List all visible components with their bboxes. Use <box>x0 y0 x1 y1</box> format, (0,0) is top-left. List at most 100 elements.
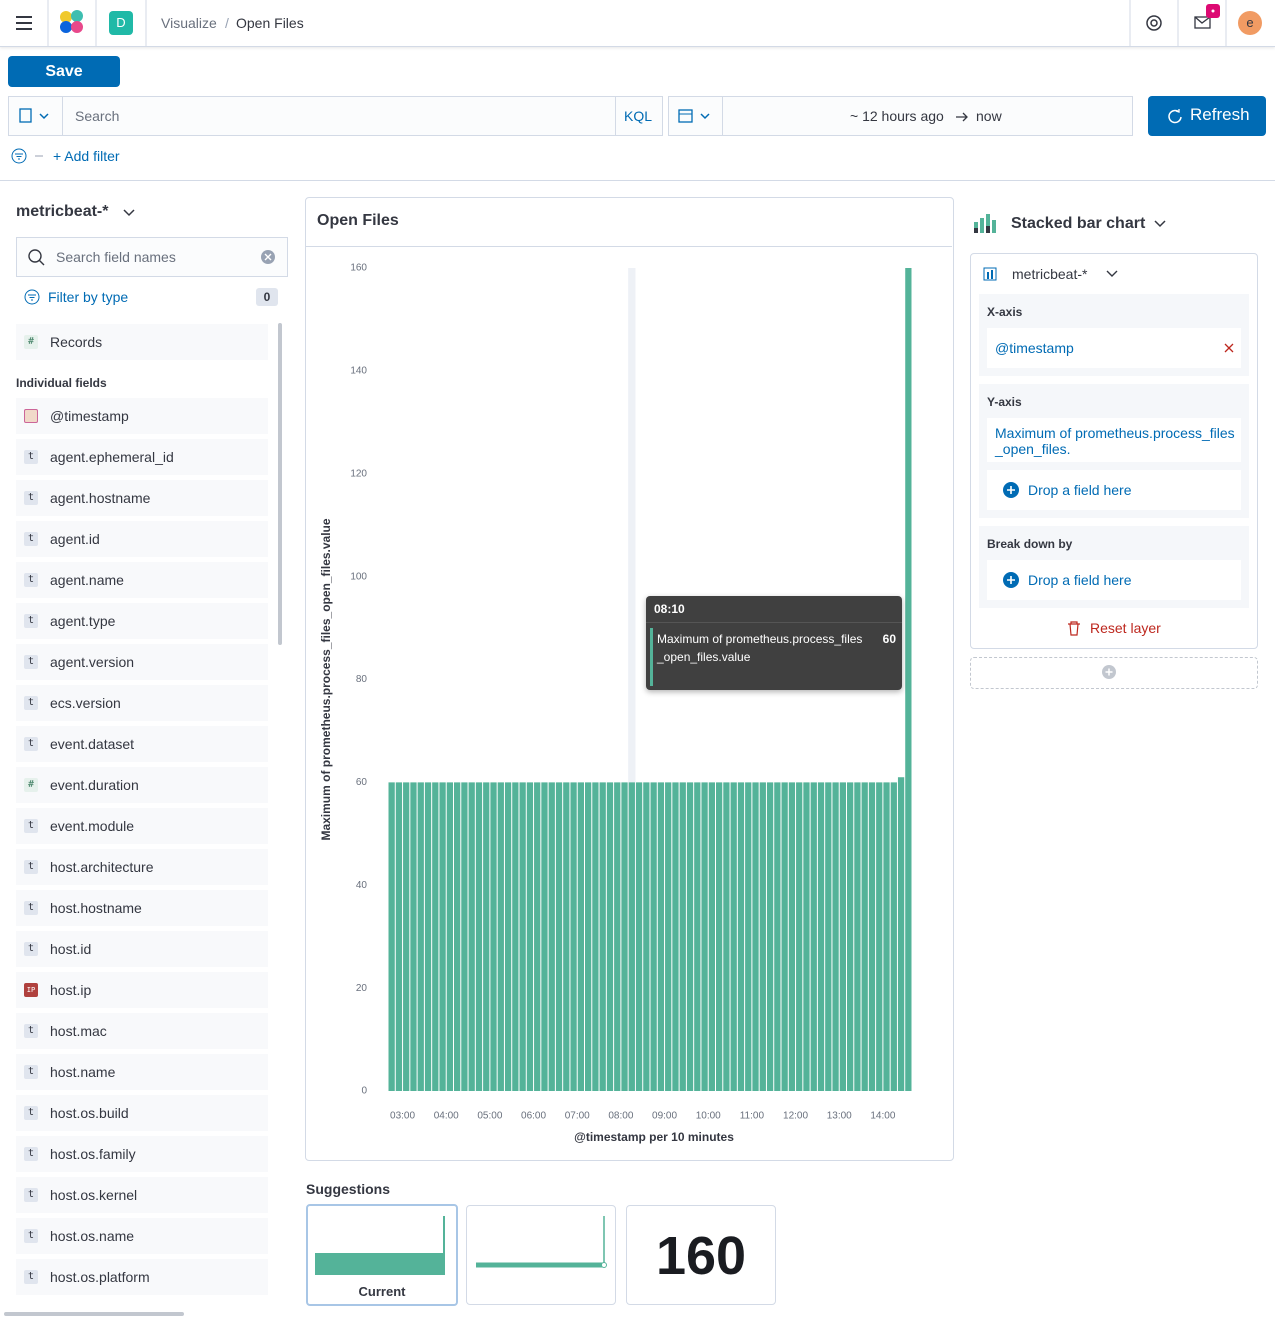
suggestion-metric[interactable] <box>626 1205 776 1305</box>
add-filter[interactable]: + Add filter <box>53 148 120 164</box>
breadcrumb[interactable]: Visualize <box>161 15 217 31</box>
remove-icon[interactable] <box>1224 343 1234 353</box>
field-item[interactable] <box>16 398 268 434</box>
add-layer[interactable] <box>970 657 1258 689</box>
field-item[interactable] <box>16 1218 268 1254</box>
field-name: host.name <box>50 1064 116 1080</box>
field-item[interactable] <box>16 603 268 639</box>
layer-icons <box>983 267 1118 281</box>
bar <box>621 782 628 1091</box>
x-tick-label: 14:00 <box>870 1111 895 1122</box>
scrollbar <box>278 323 282 645</box>
field-type-icon: t <box>24 573 38 587</box>
field-item[interactable] <box>16 972 268 1008</box>
suggestion-label: Current <box>358 1284 406 1299</box>
field-type-icon: t <box>24 860 38 874</box>
bar <box>861 782 868 1091</box>
user-avatar[interactable]: e <box>1246 15 1254 30</box>
index-pattern[interactable]: metricbeat-* <box>16 203 109 220</box>
field-item[interactable] <box>16 521 268 557</box>
drop-label[interactable]: Drop a field here <box>1028 482 1132 498</box>
metric-value: 160 <box>655 1226 747 1286</box>
drop-zone[interactable] <box>987 470 1241 510</box>
chart-title: Open Files <box>317 212 399 229</box>
kql-label[interactable]: KQL <box>624 108 653 124</box>
kql-toggle[interactable]: KQL <box>624 107 652 125</box>
field-item[interactable] <box>16 480 268 516</box>
field-name: agent.type <box>50 613 116 629</box>
bar <box>890 782 897 1091</box>
field-item[interactable] <box>16 1136 268 1172</box>
calendar-button[interactable] <box>678 108 714 124</box>
bar <box>446 782 453 1091</box>
layer-index[interactable]: metricbeat-* <box>1012 266 1088 282</box>
search-input[interactable]: Search <box>75 108 120 124</box>
field-item[interactable] <box>16 808 268 844</box>
bar <box>817 782 825 1091</box>
field-type-icon: t <box>24 1188 38 1202</box>
filter-by-type[interactable]: Filter by type <box>48 289 129 305</box>
chart-type-icon <box>974 214 1166 233</box>
field-item[interactable] <box>16 890 268 926</box>
field-name: host.os.platform <box>50 1269 150 1285</box>
suggestions-title: Suggestions <box>306 1181 391 1197</box>
chart-type-switch[interactable]: Stacked bar chart <box>1011 215 1146 232</box>
field-name: agent.hostname <box>50 490 151 506</box>
saved-query-icon[interactable] <box>18 108 54 124</box>
dimension-button[interactable] <box>987 328 1241 368</box>
suggestion-line[interactable] <box>466 1205 616 1305</box>
refresh-label[interactable]: Refresh <box>1190 105 1250 124</box>
bar <box>883 782 890 1091</box>
field-item[interactable] <box>16 1054 268 1090</box>
save-button[interactable]: Save <box>8 56 120 87</box>
x-tick-label: 03:00 <box>390 1111 415 1122</box>
dimension-field[interactable]: Maximum of prometheus.process_files_open… <box>995 425 1235 457</box>
field-item[interactable] <box>16 726 268 762</box>
bar <box>475 782 483 1091</box>
bar <box>585 782 592 1091</box>
field-item[interactable] <box>16 1095 268 1131</box>
filter-count: 0 <box>256 288 278 306</box>
bar <box>519 782 526 1091</box>
field-name: host.id <box>50 941 92 957</box>
reset-layer[interactable]: Reset layer <box>1090 620 1161 636</box>
bar <box>694 782 701 1091</box>
field-type-icon: t <box>24 1229 38 1243</box>
time-start[interactable]: ~ 12 hours ago <box>850 108 944 124</box>
bar <box>563 782 570 1091</box>
field-item[interactable] <box>16 324 268 360</box>
field-item[interactable] <box>16 439 268 475</box>
x-tick-label: 04:00 <box>434 1111 459 1122</box>
field-item[interactable] <box>16 1259 268 1295</box>
field-type-icon: # <box>24 335 38 349</box>
field-item[interactable] <box>16 685 268 721</box>
x-tick-label: 06:00 <box>521 1111 546 1122</box>
field-item[interactable] <box>16 931 268 967</box>
space-avatar[interactable]: D <box>116 15 126 30</box>
chevron[interactable] <box>122 206 138 220</box>
refresh-button[interactable] <box>1148 96 1266 136</box>
drop-zone[interactable] <box>987 560 1241 600</box>
bar <box>614 782 621 1091</box>
field-name: event.module <box>50 818 135 834</box>
x-tick-label: 08:00 <box>608 1111 633 1122</box>
field-name: agent.id <box>50 531 100 547</box>
x-tick-label: 13:00 <box>827 1111 852 1122</box>
dimension-button[interactable] <box>987 418 1241 462</box>
bar <box>541 782 548 1091</box>
dimension-field[interactable]: @timestamp <box>995 340 1074 356</box>
field-item[interactable] <box>16 767 268 803</box>
filter-icon[interactable] <box>11 148 47 164</box>
field-item[interactable] <box>16 1177 268 1213</box>
drop-label[interactable]: Drop a field here <box>1028 572 1132 588</box>
bar <box>686 782 694 1091</box>
field-item[interactable] <box>16 562 268 598</box>
field-search[interactable] <box>16 237 288 277</box>
bar <box>752 782 759 1091</box>
field-name: host.os.name <box>50 1228 135 1244</box>
field-item[interactable] <box>16 644 268 680</box>
field-item[interactable] <box>16 1013 268 1049</box>
time-end[interactable]: now <box>976 108 1002 124</box>
field-item[interactable] <box>16 849 268 885</box>
